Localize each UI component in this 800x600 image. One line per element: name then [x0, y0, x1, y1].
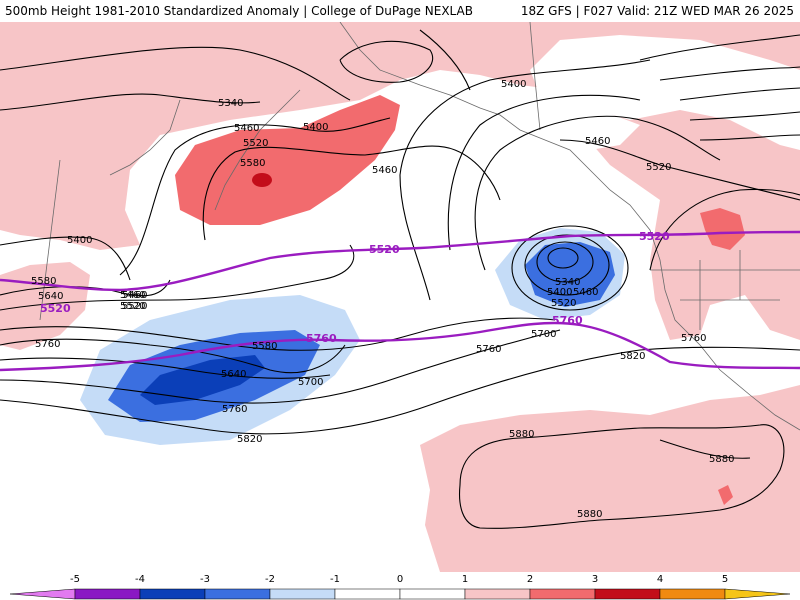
- colorbar-swatches: [9, 588, 791, 600]
- contour-label: 5880: [709, 454, 734, 465]
- coastlines: [39, 22, 800, 431]
- thickness-lines: [0, 230, 800, 372]
- contour-label: 5400: [303, 122, 328, 133]
- contour-label: 5580: [252, 341, 277, 352]
- negative-anomaly-strong: [140, 355, 265, 405]
- contour-label: 5880: [509, 429, 534, 440]
- contour-label: 5460: [573, 287, 598, 298]
- contour-label: 5580: [240, 158, 265, 169]
- contour-label: 5460: [120, 290, 145, 301]
- contour-label: 5640: [38, 291, 63, 302]
- contour-label: 5760: [476, 344, 501, 355]
- contour-label: 5400: [501, 79, 526, 90]
- contour-label: 5520: [551, 298, 576, 309]
- contour-label: 5400: [547, 287, 572, 298]
- colorbar-tick: -5: [70, 574, 80, 585]
- contour-label: 5700: [298, 377, 323, 388]
- colorbar-tick: -1: [330, 574, 340, 585]
- contour-label: 5520: [122, 301, 147, 312]
- positive-anomaly-medium: [175, 95, 745, 505]
- contour-label: 5760: [35, 339, 60, 350]
- colorbar-tick: -4: [135, 574, 145, 585]
- contour-label: 5880: [577, 509, 602, 520]
- contour-label: 5820: [237, 434, 262, 445]
- contour-label: 5760: [222, 404, 247, 415]
- colorbar-tick: 2: [527, 574, 533, 585]
- colorbar-tick: -2: [265, 574, 275, 585]
- thickness-label: 5760: [552, 314, 583, 327]
- contour-label: 5340: [218, 98, 243, 109]
- contour-label: 5520: [243, 138, 268, 149]
- thickness-label: 5520: [40, 302, 71, 315]
- chart-title: 500mb Height 1981-2010 Standardized Anom…: [5, 4, 473, 18]
- positive-anomaly-strong: [252, 173, 272, 187]
- contour-label: 5760: [681, 333, 706, 344]
- contour-label: 5460: [372, 165, 397, 176]
- colorbar-ticks: -5 -4 -3 -2 -1 0 1 2 3 4 5: [70, 574, 728, 585]
- thickness-labels: 5520 5520 5520 5760 5760: [40, 230, 670, 345]
- contour-labels: 5340 5400 5460 5520 5580 5400 5460 5400 …: [31, 79, 734, 520]
- contour-label: 5460: [234, 123, 259, 134]
- contour-label: 5460: [122, 290, 147, 301]
- colorbar: -5 -4 -3 -2 -1 0 1 2 3 4 5: [9, 574, 791, 600]
- contour-label: 5640: [221, 369, 246, 380]
- contour-label: 5460: [585, 136, 610, 147]
- anomaly-map: 5340 5400 5460 5520 5580 5400 5460 5400 …: [0, 22, 800, 572]
- colorbar-tick: -3: [200, 574, 210, 585]
- colorbar-tick: 3: [592, 574, 598, 585]
- contour-label: 5820: [620, 351, 645, 362]
- colorbar-tick: 0: [397, 574, 403, 585]
- contour-label: 5580: [31, 276, 56, 287]
- contour-label: 5700: [531, 329, 556, 340]
- height-contours: [0, 29, 800, 529]
- colorbar-tick: 4: [657, 574, 663, 585]
- colorbar-tick: 5: [722, 574, 728, 585]
- header: 500mb Height 1981-2010 Standardized Anom…: [0, 0, 800, 22]
- contour-label: 5340: [555, 277, 580, 288]
- thickness-label: 5520: [369, 243, 400, 256]
- contour-label: 5400: [67, 235, 92, 246]
- colorbar-tick: 1: [462, 574, 468, 585]
- model-valid-time: 18Z GFS | F027 Valid: 21Z WED MAR 26 202…: [520, 4, 794, 18]
- contour-label: 5520: [120, 301, 145, 312]
- thickness-label: 5520: [639, 230, 670, 243]
- thickness-label: 5760: [306, 332, 337, 345]
- contour-label: 5520: [646, 162, 671, 173]
